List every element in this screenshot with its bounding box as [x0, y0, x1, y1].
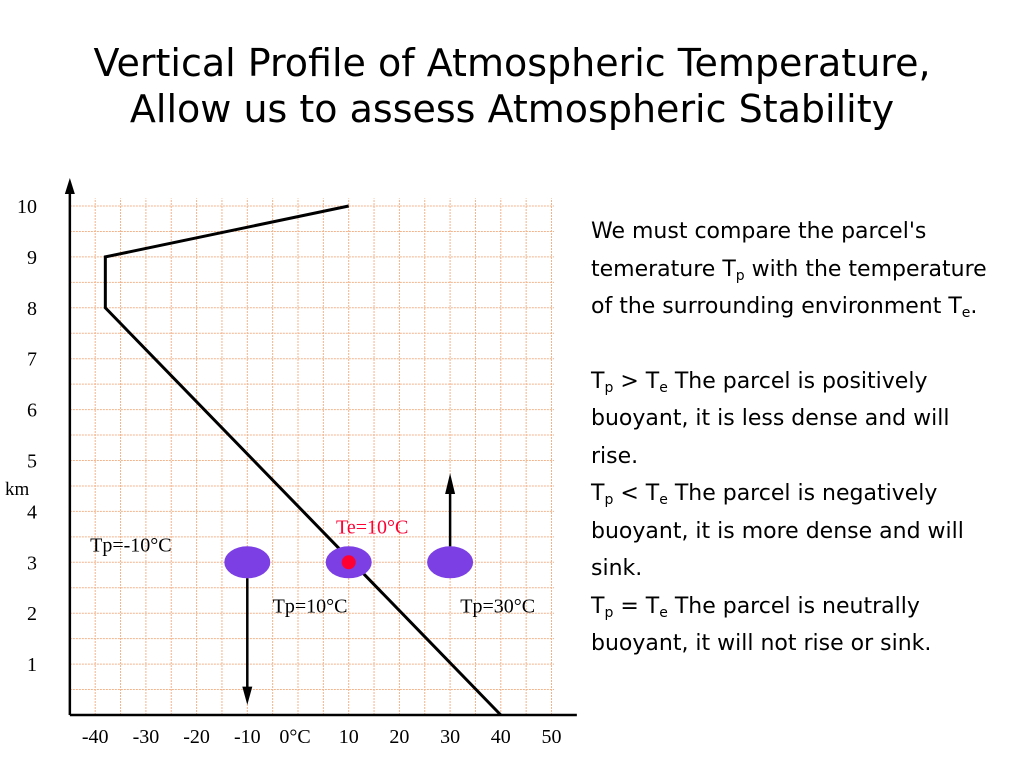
temperature-profile-series: [103, 204, 502, 717]
rule-neutral-buoyancy: Tp = Te The parcel is neutrally buoyant,…: [591, 593, 932, 657]
chart-axes: [64, 178, 577, 717]
y-axis-label: km: [5, 479, 30, 500]
y-tick-label: 1: [27, 654, 37, 676]
temperature-profile-line: [103, 204, 502, 717]
y-tick-label: 6: [27, 400, 37, 422]
x-tick-label: 50: [542, 726, 562, 748]
sink-arrowhead: [242, 686, 253, 705]
y-tick-label: 3: [27, 552, 37, 574]
y-tick-label: 5: [27, 451, 37, 473]
rule-positive-buoyancy: Tp > Te The parcel is positively buoyant…: [591, 368, 950, 469]
intro-paragraph: We must compare the parcel's temerature …: [591, 219, 987, 321]
y-tick-label: 2: [27, 603, 37, 625]
x-tick-labels: -40 -30 -20 -10 0°C 10 20 30 40 50: [82, 726, 562, 748]
x-tick-label: 40: [491, 726, 511, 748]
y-tick-labels: 1 2 3 4 5 6 7 8 9 10: [17, 196, 37, 676]
x-tick-label: 20: [389, 726, 409, 748]
explanation-text: We must compare the parcel's temerature …: [591, 213, 1001, 663]
paragraph-gap: [591, 326, 1001, 363]
air-parcels: Tp=-10°C Tp=10°C Tp=30°C Te=10°C: [90, 473, 535, 705]
rise-arrowhead: [445, 473, 456, 494]
y-tick-label: 9: [27, 247, 37, 269]
y-axis-arrowhead: [64, 178, 75, 194]
slide-title: Vertical Profile of Atmospheric Temperat…: [0, 40, 1024, 132]
air-parcel: [224, 546, 271, 579]
x-tick-label: 0°C: [279, 726, 310, 748]
y-tick-label: 10: [17, 196, 37, 218]
x-tick-label: 10: [339, 726, 359, 748]
environment-temperature-label: Te=10°C: [336, 517, 408, 539]
y-tick-label: 4: [27, 501, 37, 523]
air-parcel: [427, 546, 474, 579]
parcel-label: Tp=10°C: [273, 596, 348, 618]
environment-temperature-point: [341, 555, 356, 570]
parcel-label: Tp=-10°C: [90, 534, 172, 556]
x-tick-label: -40: [82, 726, 109, 748]
y-tick-label: 8: [27, 298, 37, 320]
x-tick-label: -20: [183, 726, 210, 748]
temperature-profile-chart: -40 -30 -20 -10 0°C 10 20 30 40 50 1 2 3 4 5 6 7 8 9 10 km…: [5, 178, 577, 748]
title-line-2: Allow us to assess Atmospheric Stability: [129, 87, 895, 131]
y-tick-label: 7: [27, 349, 37, 371]
x-tick-label: -30: [133, 726, 160, 748]
x-tick-label: 30: [440, 726, 460, 748]
rule-negative-buoyancy: Tp < Te The parcel is negatively buoyant…: [591, 481, 964, 581]
chart-grid: [69, 198, 555, 715]
x-tick-label: -10: [234, 726, 261, 748]
parcel-label: Tp=30°C: [460, 596, 535, 618]
title-line-1: Vertical Profile of Atmospheric Temperat…: [93, 41, 931, 85]
